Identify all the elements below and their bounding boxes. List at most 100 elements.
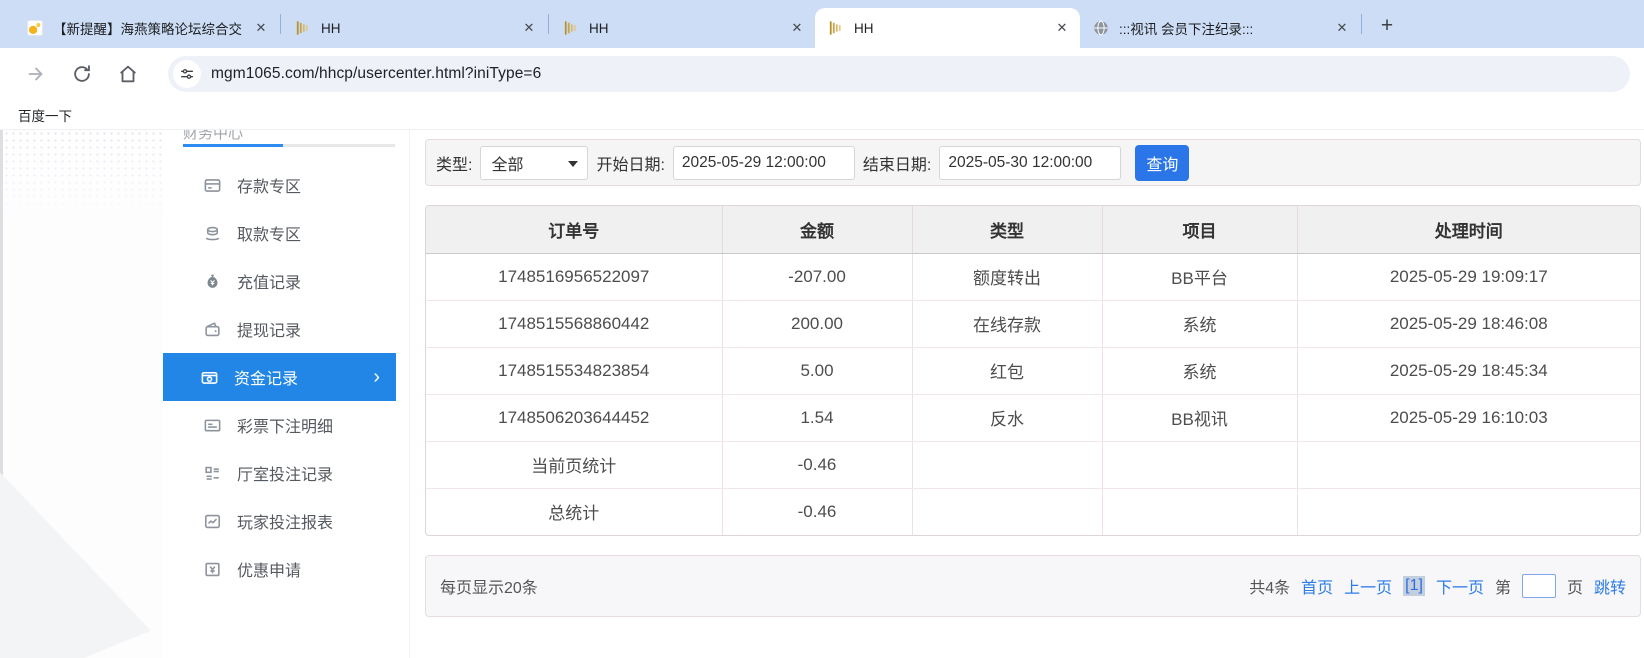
url-text: mgm1065.com/hhcp/usercenter.html?iniType…: [211, 65, 542, 82]
fund-records-main: 类型: 全部 开始日期: 结束日期: 查询 订单号 金额 类型 项目: [425, 130, 1641, 617]
chevron-right-icon: ›: [373, 366, 380, 388]
col-header-type: 类型: [912, 206, 1103, 254]
moneybag-icon: [203, 272, 222, 291]
sidebar-item-label: 优惠申请: [237, 563, 302, 580]
hh-favicon: [562, 19, 580, 37]
jump-button[interactable]: 跳转: [1593, 580, 1626, 597]
table-row: 1748516956522097 -207.00 额度转出 BB平台 2025-…: [426, 253, 1640, 301]
chevron-down-icon: [568, 160, 579, 167]
page-left-background: [0, 130, 163, 658]
jump-suffix-text: 页: [1566, 580, 1583, 597]
cell-amount: -207.00: [722, 253, 913, 301]
tab-strip: 【新提醒】海燕策略论坛综合交 ✕ HH ✕ HH ✕ HH ✕: [0, 0, 1644, 48]
sidebar-item-label: 充值记录: [237, 275, 302, 292]
close-icon[interactable]: ✕: [1056, 20, 1068, 35]
jump-prefix-text: 第: [1494, 580, 1511, 597]
hh-favicon: [827, 19, 845, 37]
cell-amount: 1.54: [722, 394, 913, 442]
cell-order-no: 1748515534823854: [426, 347, 723, 395]
col-header-project: 项目: [1102, 206, 1298, 254]
cell-process-time: 2025-05-29 18:46:08: [1297, 300, 1640, 348]
type-label: 类型:: [436, 156, 473, 174]
sidebar-item-recharge-records[interactable]: 充值记录: [163, 257, 396, 305]
sidebar-item-hall-bet-records[interactable]: 厅室投注记录: [163, 449, 396, 497]
sidebar-item-label: 取款专区: [237, 227, 302, 244]
tab-title: HH: [321, 20, 341, 36]
sidebar-item-lottery-bet-details[interactable]: 彩票下注明细: [163, 401, 396, 449]
tab-forum[interactable]: 【新提醒】海燕策略论坛综合交 ✕: [14, 8, 279, 48]
sidebar-item-withdraw-zone[interactable]: 取款专区: [163, 209, 396, 257]
tab-title: HH: [854, 20, 874, 36]
tab-hh-active[interactable]: HH ✕: [815, 8, 1080, 48]
lottery-list-icon: [203, 416, 222, 435]
sidebar-item-promo-application[interactable]: 优惠申请: [163, 545, 396, 593]
table-row-page-stats: 当前页统计 -0.46: [426, 441, 1640, 489]
cell-process-time: 2025-05-29 16:10:03: [1297, 394, 1640, 442]
table-row: 1748506203644452 1.54 反水 BB视讯 2025-05-29…: [426, 394, 1640, 442]
cell-type: 红包: [912, 347, 1103, 395]
sidebar-item-label: 彩票下注明细: [237, 419, 334, 436]
table-row: 1748515568860442 200.00 在线存款 系统 2025-05-…: [426, 300, 1640, 348]
promo-apply-icon: [203, 560, 222, 579]
sidebar-item-label: 资金记录: [234, 371, 299, 388]
cell-process-time: 2025-05-29 18:45:34: [1297, 347, 1640, 395]
fund-records-table: 订单号 金额 类型 项目 处理时间 1748516956522097 -207.…: [425, 205, 1641, 536]
sidebar-header-text: 财务中心: [183, 130, 244, 142]
home-icon[interactable]: [116, 62, 140, 86]
filter-bar: 类型: 全部 开始日期: 结束日期: 查询: [425, 139, 1641, 186]
table-row-total-stats: 总统计 -0.46: [426, 488, 1640, 535]
finance-sidebar: 财务中心 存款专区 取款专区 充值记录: [163, 130, 410, 658]
tab-title: :::视讯 会员下注纪录:::: [1119, 22, 1254, 37]
bookmark-baidu[interactable]: 百度一下: [18, 108, 72, 124]
sidebar-item-label: 玩家投注报表: [237, 515, 334, 532]
first-page-link[interactable]: 首页: [1301, 580, 1334, 597]
reload-icon[interactable]: [70, 62, 94, 86]
globe-favicon: [1092, 19, 1110, 37]
hh-favicon: [294, 19, 312, 37]
cell-order-no: 1748515568860442: [426, 300, 723, 348]
cell-stat-amount: -0.46: [722, 441, 913, 489]
address-bar[interactable]: mgm1065.com/hhcp/usercenter.html?iniType…: [168, 56, 1630, 92]
close-icon[interactable]: ✕: [523, 20, 535, 35]
new-tab-button[interactable]: +: [1373, 12, 1401, 40]
sidebar-item-deposit-zone[interactable]: 存款专区: [163, 161, 396, 209]
sidebar-item-player-bet-report[interactable]: 玩家投注报表: [163, 497, 396, 545]
col-header-process-time: 处理时间: [1297, 206, 1640, 254]
close-icon[interactable]: ✕: [255, 20, 267, 35]
query-button[interactable]: 查询: [1135, 144, 1190, 181]
tab-video-records[interactable]: :::视讯 会员下注纪录::: ✕: [1080, 8, 1360, 48]
type-select[interactable]: 全部: [480, 145, 589, 180]
site-info-icon[interactable]: [173, 60, 201, 88]
hall-bet-list-icon: [203, 464, 222, 483]
sidebar-item-withdraw-records[interactable]: 提现记录: [163, 305, 396, 353]
end-date-label: 结束日期:: [862, 156, 932, 174]
start-date-label: 开始日期:: [596, 156, 665, 174]
cell-project: BB视讯: [1102, 394, 1298, 442]
cell-project: 系统: [1102, 347, 1298, 395]
start-date-input[interactable]: [672, 145, 855, 180]
close-icon[interactable]: ✕: [1336, 20, 1348, 35]
tab-title: 【新提醒】海燕策略论坛综合交: [53, 22, 242, 37]
tab-title: HH: [589, 20, 609, 36]
browser-window: 【新提醒】海燕策略论坛综合交 ✕ HH ✕ HH ✕ HH ✕: [0, 0, 1644, 130]
cell-project: BB平台: [1102, 253, 1298, 301]
deposit-card-icon: [203, 176, 222, 195]
end-date-input[interactable]: [939, 145, 1122, 180]
bookmarks-bar: 百度一下: [0, 100, 1644, 130]
cell-type: 在线存款: [912, 300, 1103, 348]
next-page-link[interactable]: 下一页: [1435, 580, 1484, 597]
sidebar-header: 财务中心: [183, 130, 395, 144]
page-content: 财务中心 存款专区 取款专区 充值记录: [0, 130, 1644, 658]
cell-stat-label: 当前页统计: [426, 441, 723, 489]
sidebar-item-fund-records[interactable]: 资金记录 ›: [163, 353, 396, 401]
page-jump-input[interactable]: [1521, 574, 1556, 598]
tab-hh-1[interactable]: HH ✕: [282, 8, 547, 48]
close-icon[interactable]: ✕: [791, 20, 803, 35]
prev-page-link[interactable]: 上一页: [1344, 580, 1393, 597]
forward-icon[interactable]: [24, 62, 48, 86]
tab-hh-2[interactable]: HH ✕: [550, 8, 815, 48]
cell-type: 反水: [912, 394, 1103, 442]
cell-type: 额度转出: [912, 253, 1103, 301]
sidebar-item-label: 厅室投注记录: [237, 467, 334, 484]
funds-record-icon: [200, 368, 219, 387]
